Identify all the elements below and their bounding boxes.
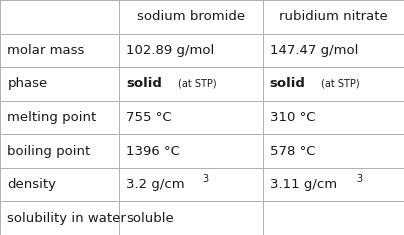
Text: boiling point: boiling point xyxy=(7,145,90,158)
Text: solid: solid xyxy=(270,77,306,90)
Text: 578 °C: 578 °C xyxy=(270,145,316,158)
Text: 147.47 g/mol: 147.47 g/mol xyxy=(270,44,358,57)
Text: solubility in water: solubility in water xyxy=(7,212,126,225)
Text: molar mass: molar mass xyxy=(7,44,85,57)
Text: 1396 °C: 1396 °C xyxy=(126,145,180,158)
Text: 102.89 g/mol: 102.89 g/mol xyxy=(126,44,215,57)
Text: 3.2 g/cm: 3.2 g/cm xyxy=(126,178,185,191)
Text: 3: 3 xyxy=(356,174,363,184)
Text: sodium bromide: sodium bromide xyxy=(137,10,245,23)
Text: 310 °C: 310 °C xyxy=(270,111,316,124)
Text: rubidium nitrate: rubidium nitrate xyxy=(279,10,388,23)
Text: solid: solid xyxy=(126,77,162,90)
Text: phase: phase xyxy=(7,77,48,90)
Text: melting point: melting point xyxy=(7,111,97,124)
Text: (at STP): (at STP) xyxy=(321,79,360,89)
Text: 755 °C: 755 °C xyxy=(126,111,172,124)
Text: 3.11 g/cm: 3.11 g/cm xyxy=(270,178,337,191)
Text: (at STP): (at STP) xyxy=(178,79,216,89)
Text: 3: 3 xyxy=(202,174,208,184)
Text: soluble: soluble xyxy=(126,212,174,225)
Text: density: density xyxy=(7,178,56,191)
